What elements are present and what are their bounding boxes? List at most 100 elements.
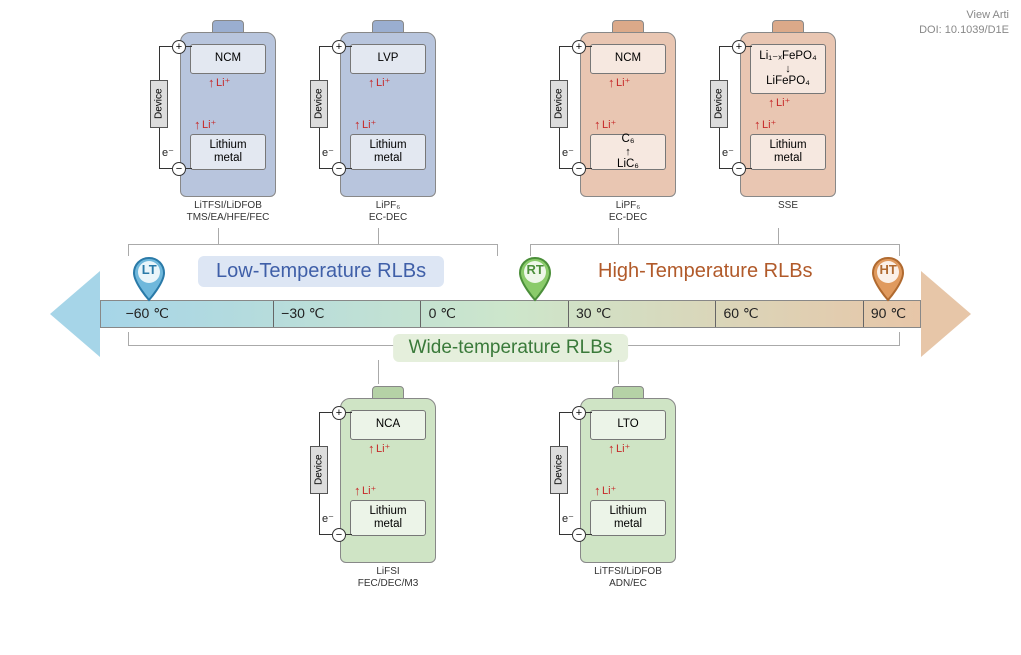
wire [319, 412, 332, 413]
anode: Lithiummetal [750, 134, 826, 170]
wire [319, 46, 332, 47]
wire [319, 168, 332, 169]
wire [159, 168, 172, 169]
electrolyte-label: SSE [740, 200, 836, 212]
li-arrow-icon: ↑ [754, 118, 761, 131]
anode: C₆↑LiC₆ [590, 134, 666, 170]
wire [586, 168, 592, 169]
li-arrow-icon: ↑ [594, 118, 601, 131]
stem [618, 360, 619, 384]
li-ion-label: Li⁺ [362, 118, 376, 131]
wire [719, 46, 732, 47]
li-arrow-icon: ↑ [354, 118, 361, 131]
stem [778, 228, 779, 244]
li-ion-label: Li⁺ [376, 76, 390, 89]
electron-label: e⁻ [722, 146, 734, 159]
anode: Lithiummetal [350, 134, 426, 170]
electron-label: e⁻ [562, 146, 574, 159]
axis-arrow-right-icon [921, 271, 971, 357]
li-arrow-icon: ↑ [194, 118, 201, 131]
axis-tick-label: −30 ℃ [281, 305, 324, 322]
bracket-low [128, 244, 498, 256]
low-temp-label: Low-Temperature RLBs [198, 256, 444, 287]
wire [559, 534, 572, 535]
wire [346, 168, 352, 169]
electron-label: e⁻ [162, 146, 174, 159]
terminal-minus-icon: − [332, 162, 346, 176]
terminal-minus-icon: − [572, 162, 586, 176]
terminal-minus-icon: − [732, 162, 746, 176]
wire [586, 412, 592, 413]
terminal-plus-icon: + [572, 406, 586, 420]
pin-lt: LT [131, 256, 167, 302]
electrolyte-label: LiTFSI/LiDFOBTMS/EA/HFE/FEC [180, 200, 276, 223]
pin-rt: RT [517, 256, 553, 302]
wire [559, 46, 572, 47]
wire [159, 46, 172, 47]
stem [378, 360, 379, 384]
article-meta: View Arti DOI: 10.1039/D1E [919, 8, 1009, 39]
doi-text: DOI: 10.1039/D1E [919, 23, 1009, 38]
cathode: LTO [590, 410, 666, 440]
terminal-minus-icon: − [172, 162, 186, 176]
wire [319, 412, 320, 446]
li-arrow-icon: ↑ [208, 76, 215, 89]
wire [559, 494, 560, 534]
electron-label: e⁻ [322, 512, 334, 525]
wire [319, 494, 320, 534]
li-arrow-icon: ↑ [354, 484, 361, 497]
axis-tick-label: 60 ℃ [723, 305, 758, 322]
axis-tick [863, 301, 864, 327]
terminal-plus-icon: + [172, 40, 186, 54]
wire [719, 168, 732, 169]
wire [319, 534, 332, 535]
battery-ncm-c6: NCM C₆↑LiC₆ ↑ Li⁺ ↑ Li⁺ Device + − e⁻ Li… [550, 22, 680, 212]
anode: Lithiummetal [350, 500, 426, 536]
stem [378, 228, 379, 244]
stem [618, 228, 619, 244]
cathode: NCM [190, 44, 266, 74]
wire [559, 412, 572, 413]
wire [159, 128, 160, 168]
li-arrow-icon: ↑ [768, 96, 775, 109]
li-arrow-icon: ↑ [368, 76, 375, 89]
li-ion-label: Li⁺ [776, 96, 790, 109]
li-arrow-icon: ↑ [594, 484, 601, 497]
wire [746, 168, 752, 169]
wire [319, 128, 320, 168]
wire [186, 168, 192, 169]
li-ion-label: Li⁺ [216, 76, 230, 89]
axis-arrow-left-icon [50, 271, 100, 357]
axis-tick-label: −60 ℃ [126, 305, 169, 322]
battery-lvp-li: LVP Lithiummetal ↑ Li⁺ ↑ Li⁺ Device + − … [310, 22, 440, 212]
li-ion-label: Li⁺ [202, 118, 216, 131]
wire [346, 46, 352, 47]
device-box: Device [150, 80, 168, 128]
li-arrow-icon: ↑ [368, 442, 375, 455]
wire [559, 128, 560, 168]
wire [719, 128, 720, 168]
cathode: NCA [350, 410, 426, 440]
terminal-plus-icon: + [732, 40, 746, 54]
device-box: Device [550, 446, 568, 494]
terminal-minus-icon: − [332, 528, 346, 542]
axis-tick-label: 90 ℃ [871, 305, 906, 322]
li-ion-label: Li⁺ [602, 118, 616, 131]
li-arrow-icon: ↑ [608, 442, 615, 455]
wire [719, 46, 720, 80]
device-box: Device [550, 80, 568, 128]
wire [159, 46, 160, 80]
wire [559, 46, 560, 80]
axis-tick [273, 301, 274, 327]
view-article-link[interactable]: View Arti [919, 8, 1009, 23]
battery-lto-li: LTO Lithiummetal ↑ Li⁺ ↑ Li⁺ Device + − … [550, 388, 680, 578]
electron-label: e⁻ [322, 146, 334, 159]
cathode: NCM [590, 44, 666, 74]
anode: Lithiummetal [190, 134, 266, 170]
li-ion-label: Li⁺ [376, 442, 390, 455]
battery-lfp-li: Li₁₋ₓFePO₄↓LiFePO₄ Lithiummetal ↑ Li⁺ ↑ … [710, 22, 840, 212]
high-temp-label: High-Temperature RLBs [580, 256, 831, 287]
terminal-plus-icon: + [332, 40, 346, 54]
li-arrow-icon: ↑ [608, 76, 615, 89]
wire [319, 46, 320, 80]
